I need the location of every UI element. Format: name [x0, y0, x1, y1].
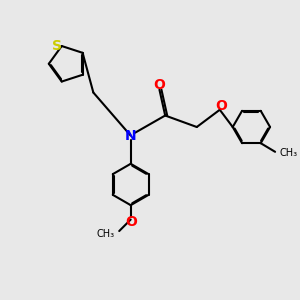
Text: S: S	[52, 39, 61, 53]
Text: O: O	[154, 78, 165, 92]
Text: CH₃: CH₃	[279, 148, 298, 158]
Text: O: O	[215, 99, 227, 113]
Text: CH₃: CH₃	[97, 229, 115, 239]
Text: N: N	[125, 129, 136, 142]
Text: O: O	[125, 215, 136, 230]
